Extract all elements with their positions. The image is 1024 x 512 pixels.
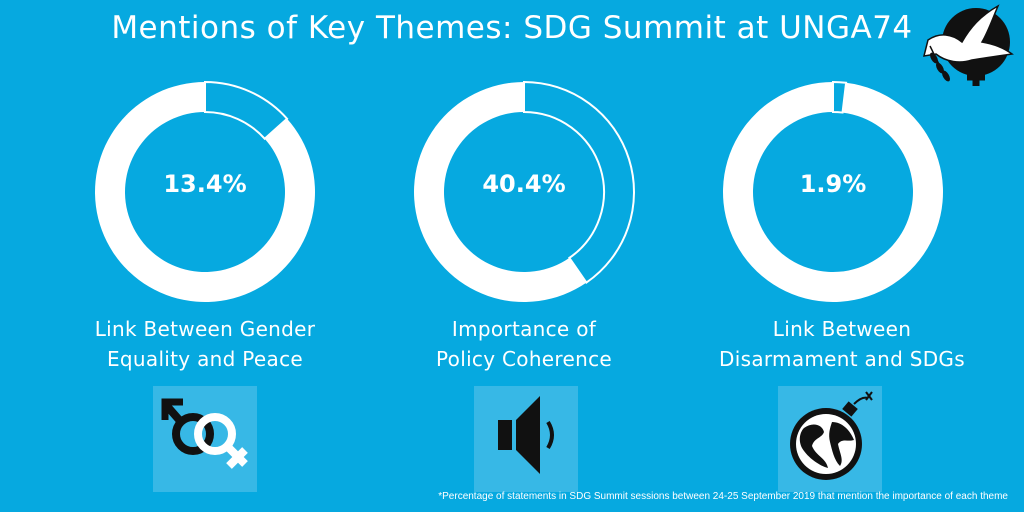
globe-bomb-icon [790, 391, 873, 480]
footnote: *Percentage of statements in SDG Summit … [438, 491, 1008, 502]
theme-label-line: Disarmament and SDGs [719, 347, 965, 371]
donut-1-value-label: 13.4% [163, 170, 247, 198]
donut-2-remainder [414, 82, 587, 302]
gender-icon-box [153, 386, 257, 492]
donut-2-slice [523, 80, 635, 284]
donut-chart-policy-coherence: 40.4% [404, 72, 644, 312]
donut-1-slice [204, 80, 289, 141]
theme-label-line: Link Between [772, 317, 912, 341]
speaker-icon-box [474, 386, 578, 492]
donut-1-svg [94, 80, 315, 302]
donut-3-svg [723, 80, 943, 302]
chart-title: Mentions of Key Themes: SDG Summit at UN… [111, 10, 913, 46]
donut-chart-gender-peace: 13.4% [85, 72, 325, 312]
donut-2-value-label: 40.4% [482, 170, 566, 198]
theme-label-line: Link Between Gender [94, 317, 316, 341]
theme-label-policy-coherence: Importance of Policy Coherence [374, 314, 674, 374]
theme-label-line: Policy Coherence [436, 347, 612, 371]
donut-2-svg [414, 80, 635, 302]
peace-dove-logo-icon [922, 4, 1014, 86]
gender-symbols-icon [161, 398, 248, 469]
speaker-icon [498, 396, 554, 474]
theme-label-disarmament-sdgs: Link Between Disarmament and SDGs [692, 314, 992, 374]
donut-3-slice [832, 80, 848, 114]
donut-3-value-label: 1.9% [799, 170, 867, 198]
globe-bomb-icon-box [778, 386, 882, 492]
theme-label-gender-peace: Link Between Gender Equality and Peace [55, 314, 355, 374]
theme-label-line: Equality and Peace [106, 347, 303, 371]
theme-label-line: Importance of [451, 317, 597, 341]
donut-chart-disarmament-sdgs: 1.9% [713, 72, 953, 312]
